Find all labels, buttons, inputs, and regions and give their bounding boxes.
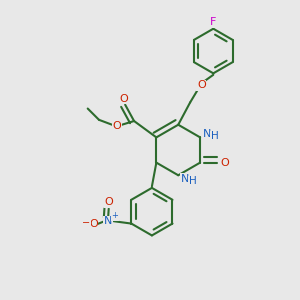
Text: O: O bbox=[197, 80, 206, 90]
Text: N: N bbox=[104, 216, 112, 226]
Text: N: N bbox=[202, 129, 211, 139]
Text: F: F bbox=[210, 17, 217, 27]
Text: O: O bbox=[221, 158, 230, 168]
Text: O: O bbox=[119, 94, 128, 104]
Text: H: H bbox=[189, 176, 196, 186]
Text: O: O bbox=[89, 219, 98, 229]
Text: O: O bbox=[104, 197, 113, 207]
Text: N: N bbox=[181, 174, 189, 184]
Text: +: + bbox=[111, 211, 118, 220]
Text: H: H bbox=[211, 131, 218, 141]
Text: −: − bbox=[82, 218, 90, 228]
Text: O: O bbox=[112, 122, 121, 131]
